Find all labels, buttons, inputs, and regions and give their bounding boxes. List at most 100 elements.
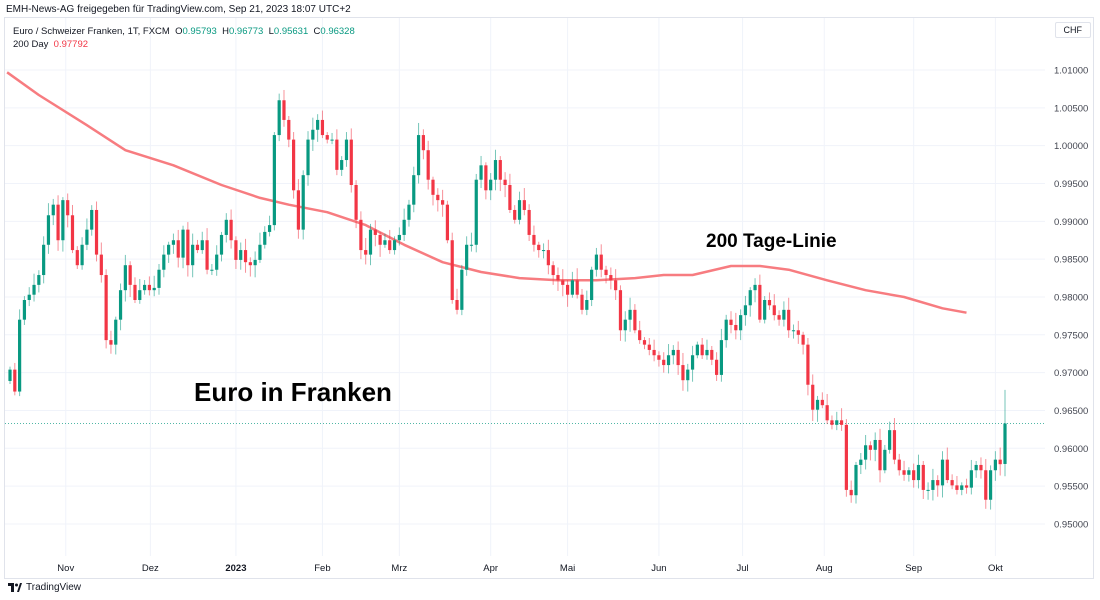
- candle: [200, 231, 204, 254]
- candle: [147, 276, 151, 296]
- candle-body: [498, 160, 502, 180]
- candle-body: [864, 445, 868, 460]
- candle: [13, 362, 17, 396]
- candle-body: [565, 284, 570, 295]
- candle: [436, 188, 440, 212]
- annotation-ma: 200 Tage-Linie: [706, 231, 837, 252]
- y-tick-label: 0.97500: [1054, 330, 1088, 341]
- currency-button[interactable]: CHF: [1054, 22, 1091, 38]
- candle-body: [13, 369, 17, 392]
- candle-body: [907, 470, 911, 475]
- candle-body: [753, 284, 757, 291]
- candle-body: [128, 265, 132, 285]
- candle-body: [243, 250, 248, 263]
- chart-frame: [4, 17, 1094, 579]
- candle-body: [734, 324, 738, 331]
- candle: [873, 432, 877, 462]
- candle-body: [320, 119, 325, 136]
- tradingview-logo[interactable]: TradingView: [8, 582, 81, 593]
- ma-value: 0.97792: [53, 39, 89, 50]
- candle: [267, 215, 272, 237]
- candle: [27, 287, 31, 307]
- candle: [181, 225, 185, 269]
- candle-body: [729, 319, 733, 325]
- candle: [301, 170, 305, 240]
- candle-body: [123, 265, 127, 291]
- candle: [191, 233, 195, 278]
- candle-body: [902, 470, 906, 475]
- candle-body: [888, 430, 892, 450]
- candle: [743, 295, 748, 326]
- y-tick-label: 0.99000: [1054, 217, 1088, 228]
- candle-body: [436, 194, 440, 201]
- candle-body: [979, 464, 983, 471]
- candle: [330, 132, 334, 145]
- candle-body: [51, 204, 55, 216]
- candle: [714, 352, 719, 381]
- candle-body: [594, 254, 599, 270]
- candle: [609, 267, 613, 290]
- candle: [854, 461, 858, 504]
- candle: [416, 122, 421, 184]
- candle: [739, 309, 743, 341]
- candle-body: [215, 254, 219, 270]
- candle: [272, 132, 276, 231]
- candle-body: [878, 439, 882, 471]
- candle: [594, 247, 599, 277]
- candle-body: [383, 240, 387, 245]
- candle: [42, 236, 46, 284]
- candle: [950, 474, 954, 490]
- candle-body: [662, 359, 666, 366]
- candle-body: [388, 240, 392, 251]
- candle-body: [118, 290, 123, 320]
- candle: [118, 283, 123, 331]
- candle-body: [421, 135, 425, 151]
- candle-body: [546, 250, 550, 266]
- candle-body: [883, 449, 887, 471]
- candle-body: [42, 244, 46, 276]
- candle: [623, 311, 627, 342]
- candle-body: [844, 424, 848, 490]
- candle: [811, 374, 815, 422]
- candle-body: [522, 200, 526, 210]
- candle-body: [724, 319, 728, 341]
- ma-label[interactable]: 200 Day: [13, 39, 49, 50]
- candle-body: [508, 185, 512, 210]
- candle: [325, 132, 329, 144]
- candle-body: [474, 179, 478, 245]
- y-tick-label: 0.95000: [1054, 519, 1088, 530]
- x-tick-label: Feb: [314, 563, 330, 574]
- candle: [243, 238, 248, 273]
- candle-body: [412, 175, 416, 205]
- candle-body: [344, 139, 349, 161]
- symbol-name[interactable]: Euro / Schweizer Franken, 1T, FXCM: [13, 26, 170, 37]
- candle-body: [513, 209, 517, 220]
- candle: [465, 236, 469, 276]
- candle: [99, 242, 103, 283]
- candle-body: [416, 135, 421, 176]
- candle-body: [316, 119, 320, 130]
- candle: [46, 203, 51, 254]
- candle-body: [969, 470, 973, 488]
- candle-body: [147, 284, 151, 291]
- candle: [671, 345, 675, 365]
- candle: [66, 193, 70, 228]
- ma-200-line: [6, 71, 967, 314]
- candle: [215, 245, 219, 276]
- candle-body: [85, 229, 89, 245]
- candle-body: [561, 280, 565, 285]
- candle-body: [114, 319, 118, 345]
- candle: [114, 316, 118, 355]
- ma-row: 200 Day 0.97792: [13, 38, 355, 51]
- candle-body: [195, 244, 200, 251]
- candle: [258, 232, 262, 263]
- candle: [565, 280, 570, 307]
- candle-body: [378, 234, 382, 245]
- candle-body: [690, 355, 695, 370]
- y-tick-label: 0.98000: [1054, 292, 1088, 303]
- candle-body: [614, 280, 618, 291]
- candle: [133, 277, 137, 304]
- candle-body: [90, 209, 94, 230]
- candle: [830, 415, 834, 430]
